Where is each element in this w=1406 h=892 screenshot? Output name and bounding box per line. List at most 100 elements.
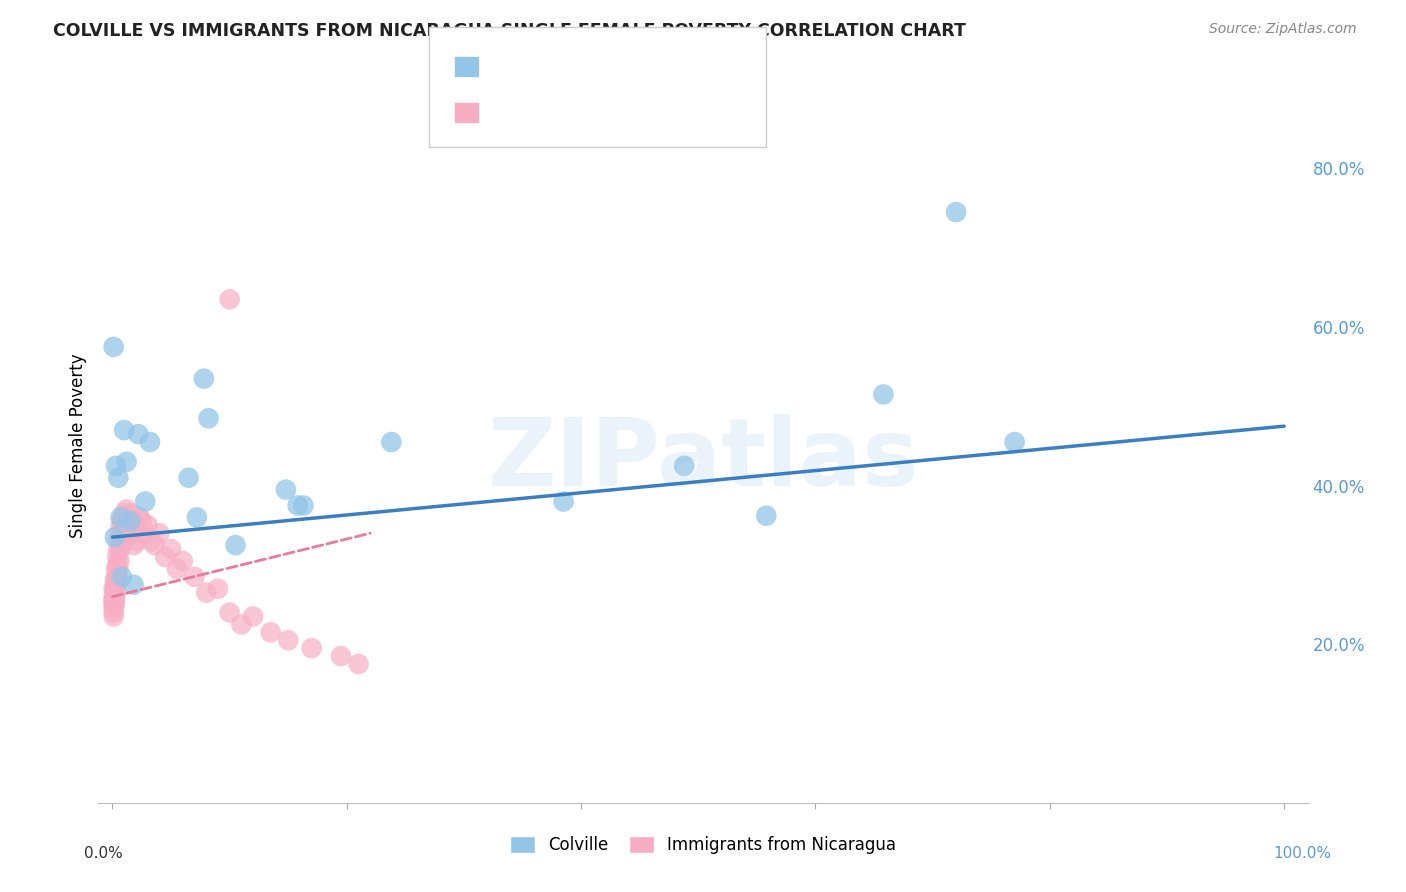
Point <box>108 526 131 541</box>
Point <box>105 570 128 584</box>
Point <box>105 558 128 572</box>
Point <box>347 657 370 671</box>
Point <box>103 582 125 596</box>
Point <box>225 538 247 552</box>
Point <box>274 483 297 497</box>
Text: 27: 27 <box>628 57 651 75</box>
Point <box>105 458 128 473</box>
Point <box>148 526 170 541</box>
Point <box>104 585 127 599</box>
Point <box>103 601 125 615</box>
Text: 100.0%: 100.0% <box>1274 846 1331 861</box>
Point <box>260 625 283 640</box>
Point <box>242 609 264 624</box>
Point <box>755 508 778 523</box>
Point <box>120 507 142 521</box>
Point <box>108 554 131 568</box>
Point <box>103 606 125 620</box>
Point <box>122 578 145 592</box>
Point <box>111 514 134 528</box>
Point <box>104 582 127 596</box>
Point <box>301 641 323 656</box>
Legend: Colville, Immigrants from Nicaragua: Colville, Immigrants from Nicaragua <box>502 828 904 863</box>
Point <box>186 510 208 524</box>
Point <box>127 427 149 442</box>
Point <box>120 514 141 528</box>
Point <box>218 293 240 307</box>
Point <box>195 585 218 599</box>
Point <box>105 549 128 564</box>
Point <box>127 522 149 536</box>
Point <box>103 590 125 604</box>
Point <box>380 435 402 450</box>
Point <box>872 387 894 401</box>
Point <box>111 570 134 584</box>
Point <box>553 494 575 508</box>
Point <box>160 542 183 557</box>
Point <box>103 593 125 607</box>
Point <box>134 494 156 508</box>
Point <box>132 526 156 541</box>
Point <box>292 499 315 513</box>
Point <box>104 593 127 607</box>
Point <box>231 617 253 632</box>
Text: COLVILLE VS IMMIGRANTS FROM NICARAGUA SINGLE FEMALE POVERTY CORRELATION CHART: COLVILLE VS IMMIGRANTS FROM NICARAGUA SI… <box>53 22 966 40</box>
Point <box>107 534 129 549</box>
Point <box>104 598 127 612</box>
Point <box>103 609 125 624</box>
Point <box>122 538 145 552</box>
Point <box>117 526 139 541</box>
Point <box>172 554 194 568</box>
Text: ZIPatlas: ZIPatlas <box>488 414 918 507</box>
Text: 0.121: 0.121 <box>530 103 581 121</box>
Point <box>131 514 153 528</box>
Text: 0.388: 0.388 <box>530 57 581 75</box>
Point <box>166 562 188 576</box>
Text: R =: R = <box>491 57 530 75</box>
Point <box>105 562 128 576</box>
Point <box>125 518 148 533</box>
Point <box>143 538 166 552</box>
Point <box>104 574 127 588</box>
Text: 0.0%: 0.0% <box>84 846 122 861</box>
Point <box>112 507 135 521</box>
Point <box>128 510 150 524</box>
Point <box>139 435 162 450</box>
Point <box>193 371 215 385</box>
Point <box>177 471 200 485</box>
Point <box>277 633 299 648</box>
Point <box>120 514 141 528</box>
Point <box>136 518 159 533</box>
Text: N =: N = <box>582 103 634 121</box>
Point <box>110 510 132 524</box>
Y-axis label: Single Female Poverty: Single Female Poverty <box>69 354 87 538</box>
Text: Source: ZipAtlas.com: Source: ZipAtlas.com <box>1209 22 1357 37</box>
Point <box>141 534 163 549</box>
Point <box>103 593 125 607</box>
Point <box>107 542 129 557</box>
Point <box>105 578 128 592</box>
Point <box>111 530 134 544</box>
Point <box>114 522 136 536</box>
Text: R =: R = <box>491 103 536 121</box>
Point <box>1004 435 1026 450</box>
Point <box>945 205 967 219</box>
Text: 71: 71 <box>628 103 651 121</box>
Point <box>112 510 135 524</box>
Point <box>121 526 143 541</box>
Point <box>104 530 127 544</box>
Point <box>110 542 132 557</box>
Point <box>112 534 135 549</box>
Point <box>207 582 229 596</box>
Text: N =: N = <box>582 57 634 75</box>
Point <box>104 590 127 604</box>
Point <box>112 423 135 437</box>
Point <box>107 471 129 485</box>
Point <box>103 340 125 354</box>
Point <box>105 585 128 599</box>
Point <box>107 562 129 576</box>
Point <box>115 455 138 469</box>
Point <box>218 606 240 620</box>
Point <box>110 518 132 533</box>
Point <box>155 549 177 564</box>
